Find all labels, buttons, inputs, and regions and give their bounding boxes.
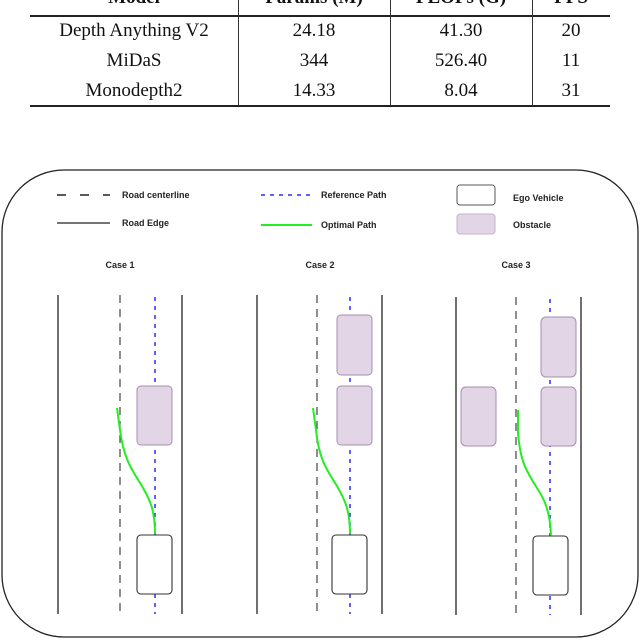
- legend-ego-vehicle: Ego Vehicle: [513, 193, 564, 203]
- obstacle: [540, 316, 577, 378]
- ego-vehicle: [331, 534, 368, 595]
- cell-fps: 31: [561, 80, 581, 101]
- header-model: Model: [30, 0, 238, 8]
- cell-fps: 20: [561, 20, 581, 41]
- obstacle: [460, 386, 497, 447]
- legend-reference-path: Reference Path: [321, 190, 387, 200]
- case-3-label: Case 3: [501, 260, 530, 270]
- cell-fps: 11: [561, 50, 581, 71]
- header-flops: FLOPs (G): [390, 0, 532, 8]
- ego-vehicle-legend-icon: [456, 184, 496, 206]
- header-params: Params (M): [238, 0, 390, 8]
- obstacle: [336, 314, 373, 376]
- obstacle: [540, 386, 577, 447]
- cell-model: Depth Anything V2: [59, 20, 209, 41]
- cell-flops: 41.30: [439, 20, 483, 41]
- optimal-path: [312, 407, 351, 535]
- table-bottom-rule: [30, 105, 610, 107]
- cell-model: Monodepth2: [85, 80, 183, 101]
- case-2-scene: [256, 295, 383, 614]
- cell-flops: 8.04: [444, 80, 478, 101]
- legend-road-edge: Road Edge: [122, 218, 169, 228]
- legend-obstacle: Obstacle: [513, 220, 551, 230]
- cell-params: 14.33: [292, 80, 336, 101]
- cell-params: 344: [299, 50, 329, 71]
- ego-vehicle: [532, 535, 569, 596]
- case-2-label: Case 2: [305, 260, 334, 270]
- obstacle-legend-icon: [456, 213, 496, 235]
- legend-road-centerline: Road centerline: [122, 190, 190, 200]
- table-top-rule: [30, 15, 610, 17]
- obstacle: [336, 385, 373, 446]
- optimal-path: [517, 410, 552, 536]
- legend: Road centerline Road Edge Reference Path…: [57, 184, 564, 235]
- case-1-scene: [57, 295, 183, 614]
- column-divider: [532, 0, 533, 106]
- legend-optimal-path: Optimal Path: [321, 220, 377, 230]
- column-divider: [390, 0, 391, 106]
- case-1-label: Case 1: [105, 260, 134, 270]
- obstacle: [136, 385, 173, 446]
- ego-vehicle: [136, 534, 173, 595]
- cell-params: 24.18: [292, 20, 336, 41]
- cell-flops: 526.40: [434, 50, 488, 71]
- cell-model: MiDaS: [106, 50, 162, 71]
- diagram-frame: [1, 169, 639, 638]
- case-3-scene: [455, 297, 582, 615]
- optimal-path: [116, 407, 156, 535]
- column-divider: [238, 0, 239, 106]
- header-fps: FPS: [532, 0, 610, 8]
